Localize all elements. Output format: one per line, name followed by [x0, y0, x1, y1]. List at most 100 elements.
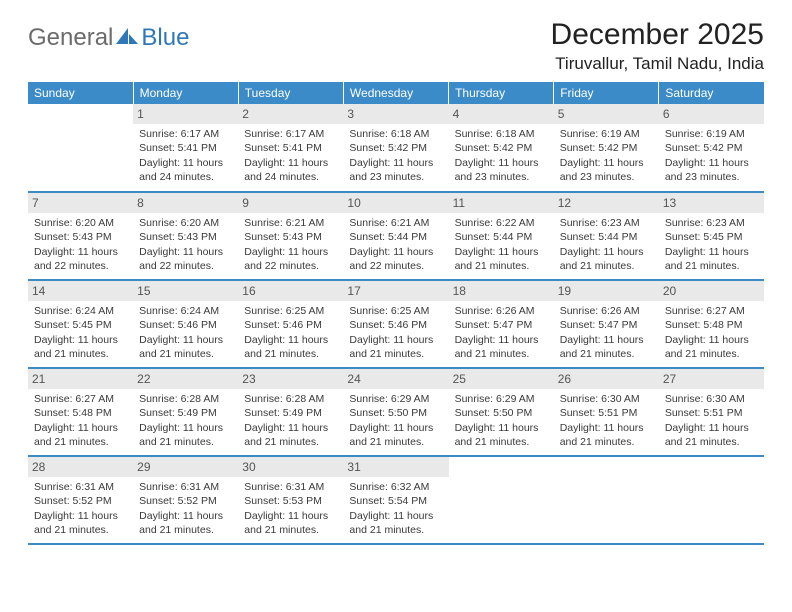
daylight-text: Daylight: 11 hours	[244, 509, 337, 523]
sunrise-text: Sunrise: 6:20 AM	[34, 216, 127, 230]
daylight-text: Daylight: 11 hours	[244, 421, 337, 435]
daylight-text: and 21 minutes.	[34, 347, 127, 361]
calendar-week: 7Sunrise: 6:20 AMSunset: 5:43 PMDaylight…	[28, 192, 764, 280]
sunset-text: Sunset: 5:42 PM	[455, 141, 548, 155]
sunset-text: Sunset: 5:53 PM	[244, 494, 337, 508]
daylight-text: Daylight: 11 hours	[34, 509, 127, 523]
sunrise-text: Sunrise: 6:17 AM	[244, 127, 337, 141]
sunrise-text: Sunrise: 6:30 AM	[665, 392, 758, 406]
calendar-day: 1Sunrise: 6:17 AMSunset: 5:41 PMDaylight…	[133, 104, 238, 192]
daylight-text: Daylight: 11 hours	[34, 333, 127, 347]
daylight-text: Daylight: 11 hours	[244, 245, 337, 259]
day-number: 19	[554, 281, 659, 301]
sunrise-text: Sunrise: 6:21 AM	[349, 216, 442, 230]
calendar-day: 2Sunrise: 6:17 AMSunset: 5:41 PMDaylight…	[238, 104, 343, 192]
calendar-week: 21Sunrise: 6:27 AMSunset: 5:48 PMDayligh…	[28, 368, 764, 456]
daylight-text: and 22 minutes.	[244, 259, 337, 273]
calendar-day: 23Sunrise: 6:28 AMSunset: 5:49 PMDayligh…	[238, 368, 343, 456]
sunrise-text: Sunrise: 6:19 AM	[560, 127, 653, 141]
day-number: 22	[133, 369, 238, 389]
daylight-text: Daylight: 11 hours	[139, 509, 232, 523]
sunset-text: Sunset: 5:45 PM	[665, 230, 758, 244]
calendar-week: 28Sunrise: 6:31 AMSunset: 5:52 PMDayligh…	[28, 456, 764, 544]
sunrise-text: Sunrise: 6:26 AM	[560, 304, 653, 318]
sunrise-text: Sunrise: 6:22 AM	[455, 216, 548, 230]
calendar-day: 15Sunrise: 6:24 AMSunset: 5:46 PMDayligh…	[133, 280, 238, 368]
daylight-text: Daylight: 11 hours	[455, 333, 548, 347]
day-number: 5	[554, 104, 659, 124]
daylight-text: and 21 minutes.	[560, 435, 653, 449]
calendar-day: 11Sunrise: 6:22 AMSunset: 5:44 PMDayligh…	[449, 192, 554, 280]
sunset-text: Sunset: 5:51 PM	[560, 406, 653, 420]
sunset-text: Sunset: 5:54 PM	[349, 494, 442, 508]
calendar-day	[28, 104, 133, 192]
calendar-day: 8Sunrise: 6:20 AMSunset: 5:43 PMDaylight…	[133, 192, 238, 280]
sunrise-text: Sunrise: 6:31 AM	[34, 480, 127, 494]
calendar-day: 24Sunrise: 6:29 AMSunset: 5:50 PMDayligh…	[343, 368, 448, 456]
sunset-text: Sunset: 5:46 PM	[349, 318, 442, 332]
day-header: Tuesday	[238, 82, 343, 104]
day-number: 7	[28, 193, 133, 213]
sunrise-text: Sunrise: 6:28 AM	[244, 392, 337, 406]
day-header: Friday	[554, 82, 659, 104]
calendar-page: General Blue December 2025 Tiruvallur, T…	[0, 0, 792, 555]
daylight-text: and 22 minutes.	[34, 259, 127, 273]
daylight-text: and 21 minutes.	[244, 435, 337, 449]
day-number: 11	[449, 193, 554, 213]
calendar-day: 27Sunrise: 6:30 AMSunset: 5:51 PMDayligh…	[659, 368, 764, 456]
day-number: 29	[133, 457, 238, 477]
sunrise-text: Sunrise: 6:30 AM	[560, 392, 653, 406]
calendar-day: 25Sunrise: 6:29 AMSunset: 5:50 PMDayligh…	[449, 368, 554, 456]
logo-text-general: General	[28, 24, 113, 52]
logo-text-blue: Blue	[141, 24, 189, 52]
sunset-text: Sunset: 5:43 PM	[34, 230, 127, 244]
day-number: 20	[659, 281, 764, 301]
sunset-text: Sunset: 5:44 PM	[560, 230, 653, 244]
sunrise-text: Sunrise: 6:27 AM	[665, 304, 758, 318]
daylight-text: and 21 minutes.	[34, 523, 127, 537]
day-number: 30	[238, 457, 343, 477]
day-number: 26	[554, 369, 659, 389]
sunset-text: Sunset: 5:44 PM	[349, 230, 442, 244]
day-number: 6	[659, 104, 764, 124]
daylight-text: Daylight: 11 hours	[139, 245, 232, 259]
calendar-day: 30Sunrise: 6:31 AMSunset: 5:53 PMDayligh…	[238, 456, 343, 544]
calendar-week: 14Sunrise: 6:24 AMSunset: 5:45 PMDayligh…	[28, 280, 764, 368]
sunrise-text: Sunrise: 6:29 AM	[455, 392, 548, 406]
calendar-day: 10Sunrise: 6:21 AMSunset: 5:44 PMDayligh…	[343, 192, 448, 280]
day-header: Monday	[133, 82, 238, 104]
calendar-day: 28Sunrise: 6:31 AMSunset: 5:52 PMDayligh…	[28, 456, 133, 544]
location: Tiruvallur, Tamil Nadu, India	[551, 54, 764, 74]
calendar-day: 13Sunrise: 6:23 AMSunset: 5:45 PMDayligh…	[659, 192, 764, 280]
sunrise-text: Sunrise: 6:23 AM	[665, 216, 758, 230]
daylight-text: Daylight: 11 hours	[455, 156, 548, 170]
sunset-text: Sunset: 5:42 PM	[560, 141, 653, 155]
day-number: 24	[343, 369, 448, 389]
sunset-text: Sunset: 5:41 PM	[139, 141, 232, 155]
sunrise-text: Sunrise: 6:29 AM	[349, 392, 442, 406]
calendar-day: 7Sunrise: 6:20 AMSunset: 5:43 PMDaylight…	[28, 192, 133, 280]
sunset-text: Sunset: 5:46 PM	[139, 318, 232, 332]
calendar-day: 14Sunrise: 6:24 AMSunset: 5:45 PMDayligh…	[28, 280, 133, 368]
sunrise-text: Sunrise: 6:24 AM	[34, 304, 127, 318]
sunset-text: Sunset: 5:48 PM	[34, 406, 127, 420]
sunrise-text: Sunrise: 6:23 AM	[560, 216, 653, 230]
day-header: Wednesday	[343, 82, 448, 104]
daylight-text: and 24 minutes.	[139, 170, 232, 184]
day-number: 27	[659, 369, 764, 389]
calendar-week: 1Sunrise: 6:17 AMSunset: 5:41 PMDaylight…	[28, 104, 764, 192]
sunset-text: Sunset: 5:46 PM	[244, 318, 337, 332]
daylight-text: and 24 minutes.	[244, 170, 337, 184]
day-number: 4	[449, 104, 554, 124]
daylight-text: and 22 minutes.	[139, 259, 232, 273]
daylight-text: Daylight: 11 hours	[665, 156, 758, 170]
sunset-text: Sunset: 5:43 PM	[244, 230, 337, 244]
sunrise-text: Sunrise: 6:17 AM	[139, 127, 232, 141]
daylight-text: Daylight: 11 hours	[665, 421, 758, 435]
daylight-text: and 21 minutes.	[455, 259, 548, 273]
day-number: 2	[238, 104, 343, 124]
calendar-day	[449, 456, 554, 544]
daylight-text: and 21 minutes.	[665, 347, 758, 361]
daylight-text: Daylight: 11 hours	[455, 421, 548, 435]
day-header: Thursday	[449, 82, 554, 104]
